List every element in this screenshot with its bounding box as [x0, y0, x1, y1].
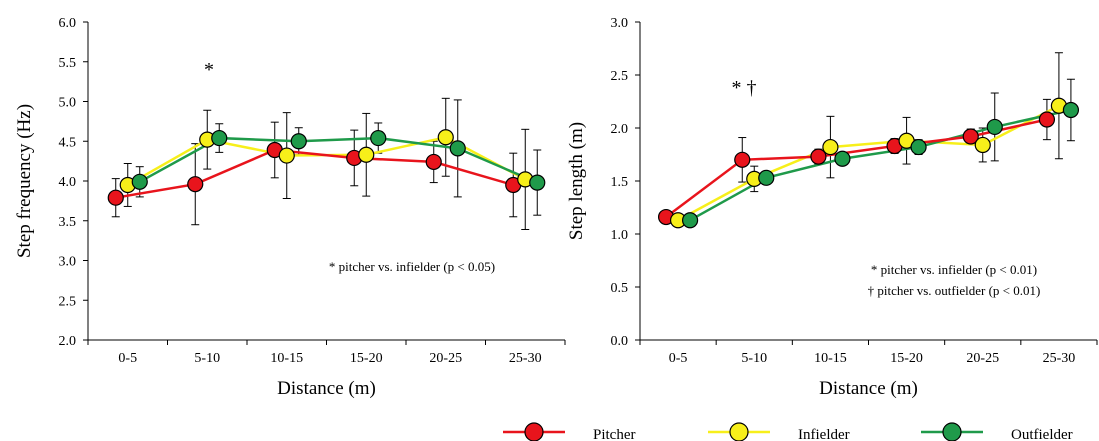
y-axis-title: Step frequency (Hz) [14, 104, 35, 258]
data-point-outfielder [529, 174, 546, 191]
legend-label: Pitcher [593, 427, 636, 441]
data-point-outfielder [131, 173, 148, 190]
series-line-pitcher [665, 118, 1048, 219]
data-point-outfielder [834, 150, 851, 167]
significance-note: † pitcher vs. outfielder (p < 0.01) [868, 283, 1041, 298]
x-tick-label: 5-10 [741, 351, 767, 366]
series-line-infielder [677, 104, 1060, 222]
legend: Pitcher Infielder Outfielder [503, 422, 1073, 441]
data-point-pitcher [962, 128, 979, 145]
x-tick-label: 20-25 [429, 351, 462, 366]
data-point-outfielder [986, 118, 1003, 136]
x-tick-label: 10-15 [814, 351, 847, 366]
legend-marker-pitcher [524, 422, 544, 441]
y-tick-label: 4.0 [59, 175, 77, 190]
legend-marker-outfielder [942, 422, 962, 441]
data-point-pitcher [425, 153, 442, 171]
data-point-pitcher [734, 151, 751, 168]
data-point-infielder [974, 136, 991, 154]
y-tick-label: 6.0 [59, 16, 77, 31]
data-point-outfielder [1062, 101, 1080, 119]
x-tick-label: 0-5 [118, 351, 137, 366]
y-tick-label: 2.5 [59, 294, 77, 309]
legend-label: Outfielder [1011, 427, 1073, 441]
data-point-outfielder [681, 212, 699, 229]
y-tick-label: 2.0 [59, 334, 77, 349]
x-tick-label: 20-25 [966, 351, 999, 366]
x-axis-title: Distance (m) [819, 378, 918, 399]
y-axis-title: Step length (m) [566, 122, 587, 240]
legend-label: Infielder [798, 427, 850, 441]
y-tick-label: 5.0 [59, 96, 77, 111]
x-tick-label: 10-15 [270, 351, 303, 366]
x-tick-label: 15-20 [890, 351, 923, 366]
x-tick-label: 15-20 [350, 351, 383, 366]
x-axis-title: Distance (m) [277, 378, 376, 399]
x-tick-label: 25-30 [509, 351, 542, 366]
x-tick-label: 0-5 [669, 351, 688, 366]
data-point-outfielder [910, 138, 927, 156]
data-point-infielder [822, 138, 839, 156]
y-tick-label: 3.5 [59, 215, 77, 230]
y-tick-label: 1.5 [611, 175, 629, 190]
data-point-outfielder [449, 140, 466, 157]
significance-mark: * [204, 59, 214, 81]
series-line-pitcher [115, 148, 514, 199]
y-tick-label: 2.5 [611, 69, 629, 84]
data-point-outfielder [290, 133, 307, 150]
data-point-outfielder [758, 169, 775, 186]
significance-mark: * † [732, 77, 757, 99]
data-point-infielder [278, 147, 295, 164]
y-tick-label: 4.5 [59, 135, 77, 150]
y-tick-label: 3.0 [611, 16, 629, 31]
data-point-infielder [437, 129, 454, 146]
y-tick-label: 1.0 [611, 228, 629, 243]
data-point-outfielder [370, 129, 387, 147]
x-tick-label: 5-10 [194, 351, 220, 366]
data-point-outfielder [211, 129, 228, 147]
step-frequency-chart: 2.0 2.5 3.0 3.5 4.0 4.5 5.0 5.5 6.0 0-5 5-10 10-15 1… [14, 16, 566, 399]
data-point-pitcher [107, 189, 124, 206]
y-tick-label: 3.0 [59, 255, 77, 270]
data-point-pitcher [1038, 111, 1056, 128]
data-point-infielder [358, 146, 375, 163]
series-line-infielder [127, 135, 526, 187]
y-tick-label: 2.0 [611, 122, 629, 137]
legend-marker-infielder [729, 422, 749, 441]
y-tick-label: 5.5 [59, 56, 77, 71]
data-point-pitcher [810, 148, 827, 165]
step-length-chart: 0.0 0.5 1.0 1.5 2.0 2.5 3.0 0-5 5-10 10-15 15-20 20… [566, 16, 1098, 399]
y-tick-label: 0.5 [611, 281, 629, 296]
y-tick-label: 0.0 [611, 334, 629, 349]
significance-note: * pitcher vs. infielder (p < 0.05) [329, 259, 495, 274]
x-tick-label: 25-30 [1043, 351, 1076, 366]
data-point-pitcher [187, 176, 204, 193]
significance-note: * pitcher vs. infielder (p < 0.01) [871, 262, 1037, 277]
